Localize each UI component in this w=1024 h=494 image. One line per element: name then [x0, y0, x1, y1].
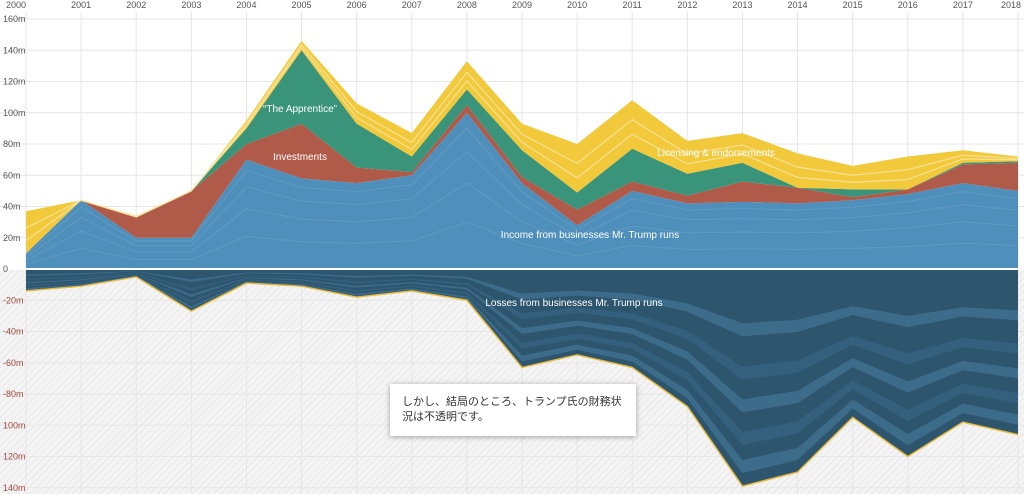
annotation-label: Licensing & endorsements [657, 148, 775, 159]
note-callout: しかし、結局のところ、トランプ氏の財務状況は不透明です。 [390, 384, 636, 436]
y-tick-label: 120m [3, 452, 26, 462]
annotation-label: “The Apprentice” [263, 104, 337, 115]
business-texture-line [25, 221, 1019, 265]
losses-edge-line [25, 276, 1019, 488]
year-label: 2008 [457, 0, 477, 10]
annotations: “The Apprentice” Investments Licensing & e… [263, 104, 775, 309]
year-label: 2014 [788, 0, 808, 10]
year-label: 2001 [71, 0, 91, 10]
y-tick-label: 100m [3, 108, 26, 118]
y-tick-label: 0 [3, 264, 8, 274]
y-tick-label: 140m [3, 483, 26, 493]
y-tick-label: 40m [3, 202, 21, 212]
annotation-label: Losses from businesses Mr. Trump runs [485, 298, 662, 309]
year-label: 2017 [953, 0, 973, 10]
year-label: 2013 [732, 0, 752, 10]
area-licensing-endorsements [26, 40, 1018, 254]
year-label: 2000 [6, 0, 26, 10]
business-texture-line [25, 151, 1019, 258]
y-tick-label: 20m [3, 233, 21, 243]
year-label: 2012 [677, 0, 697, 10]
year-label: 2015 [843, 0, 863, 10]
y-tick-label: 160m [3, 14, 26, 24]
y-tick-label: 120m [3, 77, 26, 87]
y-tick-label: 80m [3, 139, 21, 149]
area-texture [25, 43, 1019, 488]
y-tick-label: 140m [3, 45, 26, 55]
year-label: 2006 [347, 0, 367, 10]
annotation-label: Income from businesses Mr. Trump runs [501, 230, 679, 241]
y-tick-label: 100m [3, 420, 26, 430]
year-label: 2005 [292, 0, 312, 10]
y-axis-ticks: 160m 140m 120m 100m 80m 60m 40m 20m 0 -20m -40m -60… [3, 14, 26, 493]
y-tick-label: -20m [3, 295, 24, 305]
year-label: 2009 [512, 0, 532, 10]
year-label: 2011 [623, 0, 642, 10]
business-texture-line [25, 182, 1019, 261]
year-label: 2016 [898, 0, 918, 10]
annotation-label: Investments [273, 152, 327, 163]
area-income-from-businesses-mr-trump-runs [26, 112, 1018, 269]
y-tick-label: -60m [3, 358, 24, 368]
business-texture-line [25, 127, 1019, 256]
licensing-texture-line [25, 43, 1019, 229]
y-tick-label: -40m [3, 327, 24, 337]
year-label: 2007 [402, 0, 422, 10]
area-the-apprentice [26, 50, 1018, 254]
note-text: しかし、結局のところ、トランプ氏の財務状況は不透明です。 [402, 395, 622, 423]
y-tick-label: -80m [3, 389, 24, 399]
y-tick-label: 60m [3, 170, 21, 180]
year-label: 2018 [1001, 0, 1021, 10]
year-label: 2004 [236, 0, 256, 10]
area-investments [26, 104, 1018, 254]
year-label: 2002 [126, 0, 146, 10]
year-label: 2003 [181, 0, 201, 10]
x-axis-years: 2000 2001 2002 2003 2004 2005 2006 2007 2008 2009… [6, 0, 1021, 10]
year-label: 2010 [567, 0, 587, 10]
